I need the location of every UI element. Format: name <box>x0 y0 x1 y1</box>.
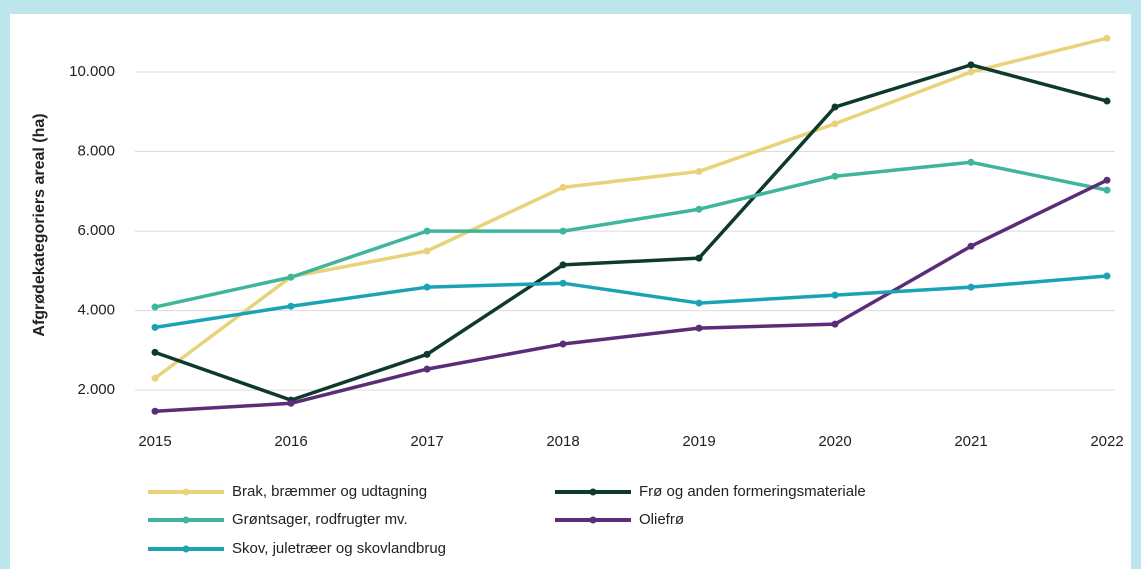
series-line <box>154 274 1108 330</box>
legend-dot <box>182 488 190 496</box>
y-tick-label: 2.000 <box>77 381 115 398</box>
point <box>1103 97 1111 105</box>
point <box>967 158 975 166</box>
legend-label: Oliefrø <box>639 511 684 528</box>
x-tick-label: 2020 <box>818 433 851 450</box>
legend-dot <box>589 516 597 524</box>
series-line <box>154 178 1108 413</box>
legend-dot <box>182 545 190 553</box>
legend-label: Frø og anden formeringsmateriale <box>639 483 866 500</box>
y-tick-label: 10.000 <box>69 63 115 80</box>
point <box>831 172 839 180</box>
point <box>151 303 159 311</box>
point <box>967 242 975 250</box>
point <box>423 247 431 255</box>
legend-label: Brak, bræmmer og udtagning <box>232 483 427 500</box>
point <box>287 302 295 310</box>
point <box>151 374 159 382</box>
series-line <box>154 63 1108 402</box>
point <box>1103 272 1111 280</box>
point <box>831 120 839 128</box>
point <box>831 103 839 111</box>
x-tick-label: 2018 <box>546 433 579 450</box>
point <box>151 348 159 356</box>
point <box>559 279 567 287</box>
y-axis-label: Afgrødekategoriers areal (ha) <box>31 113 48 336</box>
series-line <box>154 160 1108 309</box>
panel <box>10 14 1131 569</box>
x-tick-label: 2022 <box>1090 433 1123 450</box>
point <box>695 254 703 262</box>
point <box>559 340 567 348</box>
point <box>1103 34 1111 42</box>
point <box>559 183 567 191</box>
point <box>695 167 703 175</box>
point <box>559 227 567 235</box>
point <box>1103 176 1111 184</box>
legend-label: Skov, juletræer og skovlandbrug <box>232 540 446 557</box>
point <box>967 68 975 76</box>
point <box>695 299 703 307</box>
point <box>151 323 159 331</box>
series-line <box>153 36 1108 380</box>
legend-dot <box>589 488 597 496</box>
legend-dot <box>182 516 190 524</box>
point <box>423 227 431 235</box>
x-tick-label: 2016 <box>274 433 307 450</box>
y-tick-label: 6.000 <box>77 222 115 239</box>
point <box>423 283 431 291</box>
point <box>287 399 295 407</box>
point <box>423 350 431 358</box>
point <box>151 407 159 415</box>
point <box>967 283 975 291</box>
legend-label: Grøntsager, rodfrugter mv. <box>232 511 408 528</box>
point <box>831 291 839 299</box>
point <box>559 261 567 269</box>
point <box>287 273 295 281</box>
point <box>695 205 703 213</box>
x-tick-label: 2019 <box>682 433 715 450</box>
point <box>1103 186 1111 194</box>
x-tick-label: 2017 <box>410 433 443 450</box>
x-tick-label: 2021 <box>954 433 987 450</box>
x-tick-label: 2015 <box>138 433 171 450</box>
point <box>967 61 975 69</box>
y-tick-label: 8.000 <box>77 143 115 160</box>
point <box>423 365 431 373</box>
y-tick-label: 4.000 <box>77 302 115 319</box>
point <box>695 324 703 332</box>
point <box>831 320 839 328</box>
